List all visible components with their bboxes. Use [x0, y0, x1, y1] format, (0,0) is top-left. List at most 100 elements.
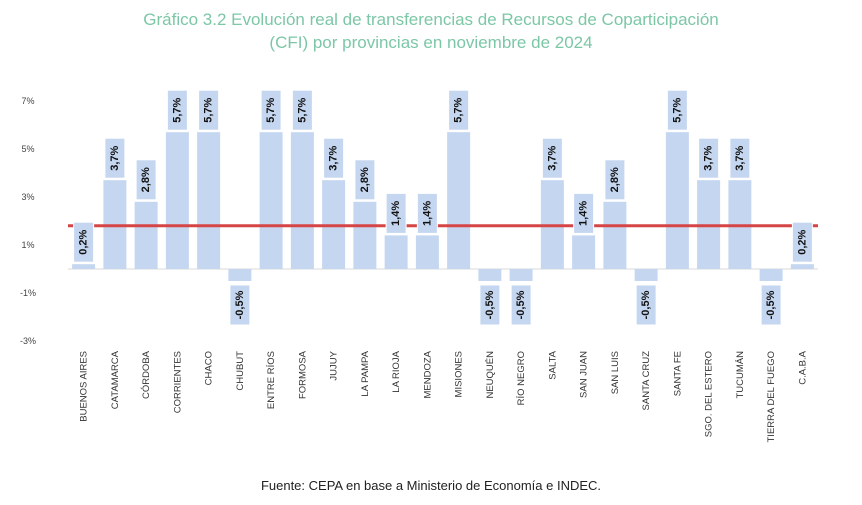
category-label: TUCUMÁN [735, 351, 746, 399]
source-note: Fuente: CEPA en base a Ministerio de Eco… [260, 478, 602, 493]
category-label: MENDOZA [422, 350, 433, 398]
data-label: 2,8% [359, 167, 371, 192]
category-label: JUJUY [329, 350, 340, 380]
data-label: 5,7% [453, 97, 465, 122]
y-tick-label: 1% [21, 240, 34, 250]
bar [259, 132, 283, 269]
data-label-box [791, 221, 813, 263]
data-label: 0,2% [796, 229, 808, 254]
data-label-box [73, 221, 95, 263]
y-tick-label: 3% [21, 192, 34, 202]
bar [165, 132, 189, 269]
data-label: 3,7% [734, 145, 746, 170]
y-tick-label: 7% [21, 96, 34, 106]
bar [478, 269, 502, 281]
category-label: FORMOSA [297, 350, 308, 399]
bar [447, 132, 471, 269]
data-label: 2,8% [609, 167, 621, 192]
data-label: 5,7% [296, 97, 308, 122]
data-label-box [510, 284, 532, 326]
data-label-box [385, 192, 407, 234]
bar [634, 269, 658, 281]
category-label: MISIONES [454, 351, 465, 397]
data-label: 1,4% [578, 201, 590, 226]
data-label-box [729, 137, 751, 179]
bar [759, 269, 783, 281]
data-label-box [104, 137, 126, 179]
data-label: 3,7% [703, 145, 715, 170]
data-label-box [541, 137, 563, 179]
data-label-box [229, 284, 251, 326]
data-label-box [323, 137, 345, 179]
data-label: 3,7% [328, 145, 340, 170]
bar [384, 235, 408, 269]
chart-title-line-1: Gráfico 3.2 Evolución real de transferen… [143, 10, 719, 29]
category-label: CHUBUT [235, 351, 246, 391]
bar [572, 235, 596, 269]
data-label-box [166, 89, 188, 131]
data-label: 5,7% [265, 97, 277, 122]
data-label-box [416, 192, 438, 234]
data-label-box [666, 89, 688, 131]
data-label-box [198, 89, 220, 131]
category-label: SALTA [547, 350, 558, 379]
data-label-box [573, 192, 595, 234]
data-label-box [635, 284, 657, 326]
category-label: LA RIOJA [391, 350, 402, 392]
category-label: NEUQUÉN [485, 351, 496, 399]
bar [790, 264, 814, 269]
data-label: 5,7% [671, 97, 683, 122]
category-label: CÓRDOBA [141, 350, 152, 399]
data-label: -0,5% [234, 290, 246, 319]
bar [603, 201, 627, 269]
category-label: SAN JUAN [579, 351, 590, 398]
data-label-box [354, 159, 376, 201]
data-label: 1,4% [421, 201, 433, 226]
data-label: 3,7% [546, 145, 558, 170]
chart-title-line-2: (CFI) por provincias en noviembre de 202… [269, 33, 593, 52]
category-label: BUENOS AIRES [79, 351, 90, 422]
category-label: RÍO NEGRO [516, 351, 527, 405]
data-label: -0,5% [515, 290, 527, 319]
data-label-box [260, 89, 282, 131]
bar [228, 269, 252, 281]
category-label: SANTA CRUZ [641, 351, 652, 411]
data-label: 3,7% [109, 145, 121, 170]
data-label: 0,2% [78, 229, 90, 254]
bar [197, 132, 221, 269]
data-label-box [698, 137, 720, 179]
bar-chart: 7% 5% 3% 1% -1% -3% 0,2% 3,7% 2,8% 5,7% 5,7% -0,5% 5… [20, 89, 818, 443]
data-label: 5,7% [171, 97, 183, 122]
bar [509, 269, 533, 281]
data-label: -0,5% [640, 290, 652, 319]
data-label-box [135, 159, 157, 201]
data-label-box [604, 159, 626, 201]
y-tick-label: -3% [20, 336, 36, 346]
bar [415, 235, 439, 269]
category-label: LA PAMPA [360, 350, 371, 396]
y-tick-label: 5% [21, 144, 34, 154]
bar [72, 264, 96, 269]
category-label: CATAMARCA [110, 350, 121, 409]
category-label: C.A.B.A [797, 350, 808, 384]
data-label-box [448, 89, 470, 131]
y-tick-label: -1% [20, 288, 36, 298]
category-label: TIERRA DEL FUEGO [766, 351, 777, 443]
data-label-box [760, 284, 782, 326]
data-label: 2,8% [140, 167, 152, 192]
bar [290, 132, 314, 269]
bar [353, 201, 377, 269]
category-label: SANTA FE [672, 351, 683, 396]
category-label: ENTRE RÍOS [266, 351, 277, 409]
category-label: CHACO [204, 351, 215, 385]
data-label-box [291, 89, 313, 131]
category-label: SGO. DEL ESTERO [704, 351, 715, 437]
data-label: 1,4% [390, 201, 402, 226]
chart-title: Gráfico 3.2 Evolución real de transferen… [0, 8, 862, 54]
category-label: CORRIENTES [172, 351, 183, 413]
data-label: 5,7% [203, 97, 215, 122]
bar [134, 201, 158, 269]
data-label-box [479, 284, 501, 326]
category-label: SAN LUIS [610, 351, 621, 394]
data-label: -0,5% [765, 290, 777, 319]
